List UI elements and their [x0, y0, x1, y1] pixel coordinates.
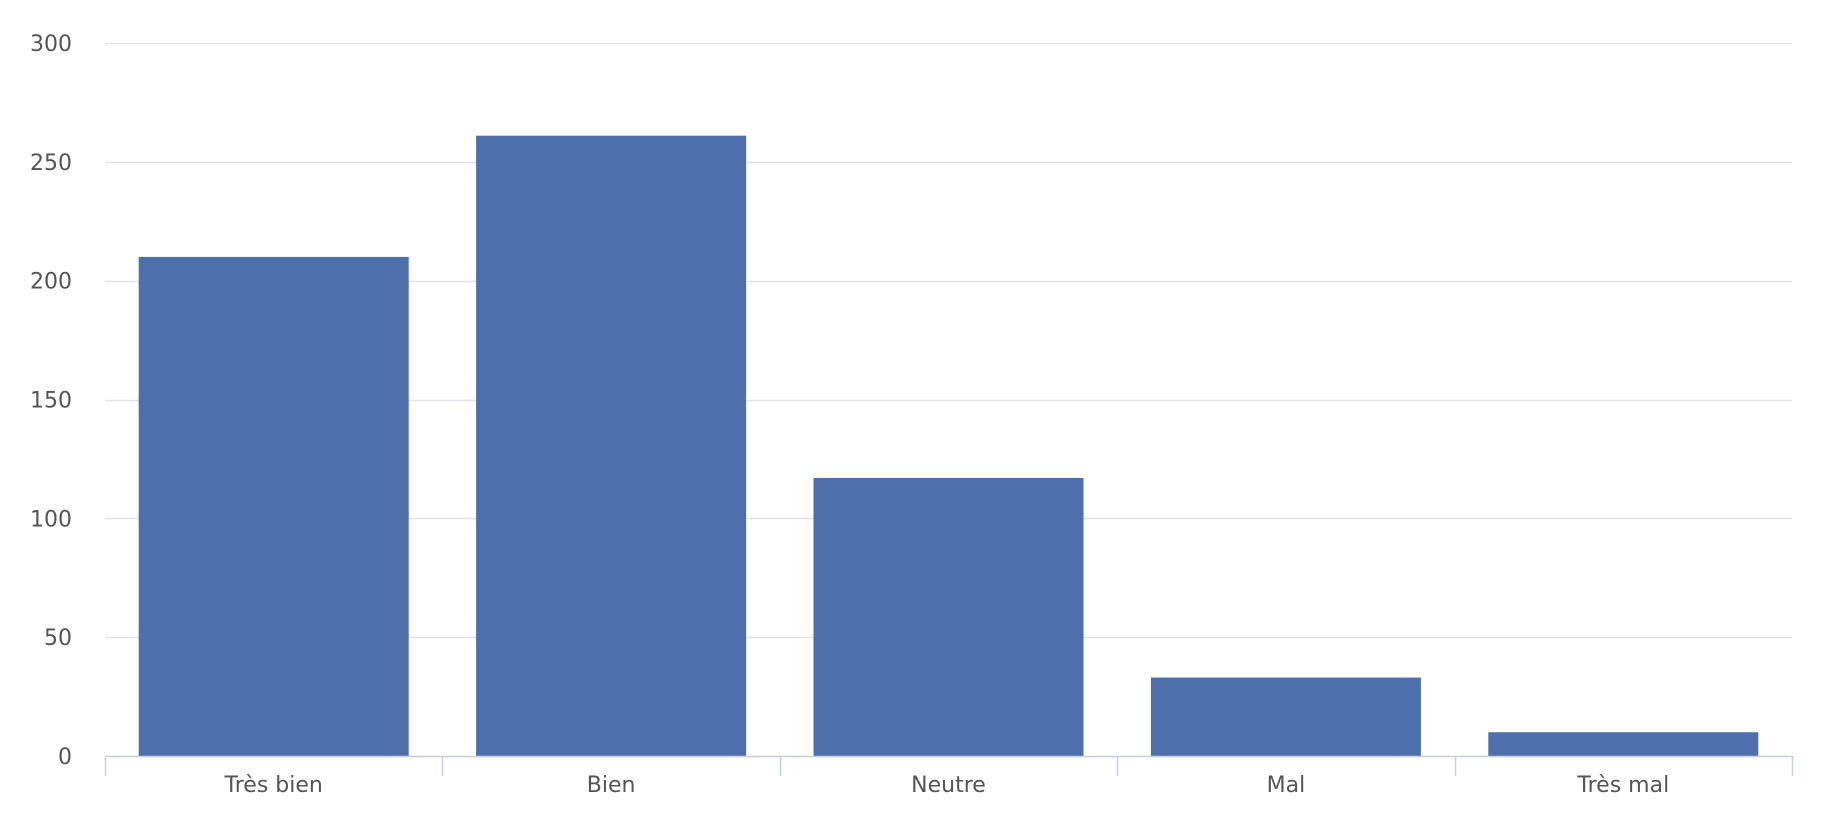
bars	[138, 135, 1759, 756]
y-tick-label: 50	[44, 626, 72, 651]
x-tick-label: Très mal	[1576, 773, 1669, 798]
x-axis	[104, 755, 1794, 776]
bar-3[interactable]	[1150, 677, 1421, 756]
y-tick-label: 100	[30, 507, 72, 532]
y-axis-tick-labels: 0 50 100 150 200 250 300	[30, 32, 72, 770]
y-tick-label: 250	[30, 151, 72, 176]
bar-1[interactable]	[476, 135, 747, 756]
x-tick-label: Bien	[587, 773, 636, 798]
x-axis-tick-labels: Très bien Bien Neutre Mal Très mal	[224, 773, 1670, 798]
x-tick-label: Neutre	[911, 773, 986, 798]
y-tick-label: 300	[30, 32, 72, 57]
y-tick-label: 150	[30, 389, 72, 414]
y-tick-label: 0	[58, 745, 72, 770]
y-tick-label: 200	[30, 270, 72, 295]
bar-4[interactable]	[1488, 732, 1759, 756]
bar-2[interactable]	[813, 477, 1084, 756]
x-tick-label: Très bien	[224, 773, 323, 798]
x-tick-label: Mal	[1267, 773, 1306, 798]
bar-0[interactable]	[138, 256, 409, 756]
